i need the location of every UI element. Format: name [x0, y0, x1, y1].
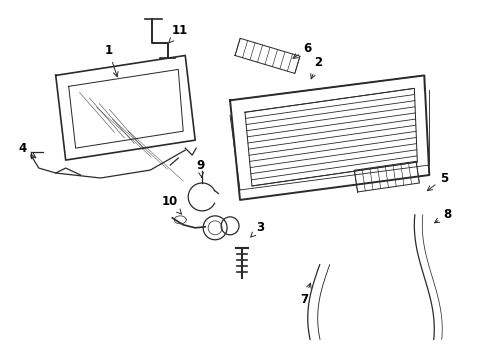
Text: 7: 7: [300, 283, 310, 306]
Text: 5: 5: [427, 171, 447, 191]
Text: 9: 9: [196, 158, 204, 177]
Text: 4: 4: [19, 141, 36, 158]
Text: 6: 6: [292, 42, 311, 58]
Text: 10: 10: [162, 195, 181, 214]
Text: 11: 11: [168, 24, 188, 43]
Text: 8: 8: [434, 208, 450, 223]
Text: 2: 2: [310, 56, 321, 79]
Text: 1: 1: [104, 44, 118, 77]
Text: 3: 3: [250, 221, 264, 237]
